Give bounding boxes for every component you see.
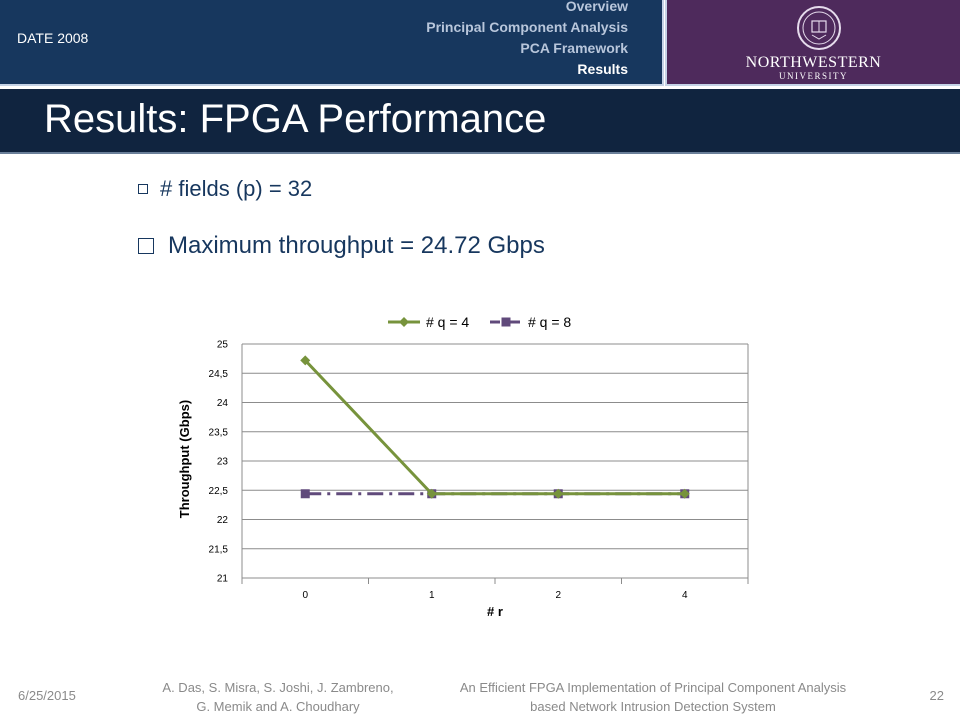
- x-tick-label: 1: [429, 590, 435, 601]
- page-number: 22: [929, 688, 944, 703]
- bullet-text: # fields (p) = 32: [160, 176, 313, 201]
- x-axis-title: # r: [487, 604, 503, 619]
- footer-paper-title: An Efficient FPGA Implementation of Prin…: [420, 678, 886, 716]
- university-name: NORTHWESTERN: [745, 54, 882, 71]
- y-tick-label: 25: [217, 340, 229, 351]
- data-point-q8: [300, 489, 310, 499]
- nav-item-pca[interactable]: Principal Component Analysis: [426, 19, 628, 35]
- y-tick-label: 23: [217, 457, 229, 468]
- bullet-max-throughput: Maximum throughput = 24.72 Gbps: [138, 232, 545, 260]
- university-logo-panel: NORTHWESTERN UNIVERSITY: [665, 0, 960, 86]
- title-bar: Results: FPGA Performance: [0, 86, 960, 154]
- data-point-q4: [300, 355, 311, 366]
- university-seal-icon: [797, 6, 841, 50]
- slide-title: Results: FPGA Performance: [44, 97, 547, 141]
- legend-label-q8: # q = 8: [528, 314, 571, 330]
- checkbox-bullet-icon: [138, 184, 148, 194]
- university-subtitle: UNIVERSITY: [779, 71, 848, 81]
- section-nav: Overview Principal Component Analysis PC…: [426, 0, 628, 80]
- legend-marker-q4: [399, 317, 409, 327]
- legend-marker-q8: [501, 317, 511, 327]
- data-point-q4: [553, 488, 564, 499]
- footer-authors-line1: A. Das, S. Misra, S. Joshi, J. Zambreno,: [162, 680, 394, 695]
- conference-label: DATE 2008: [17, 30, 89, 46]
- series-line-q4: [304, 359, 685, 496]
- nav-item-pca-framework[interactable]: PCA Framework: [520, 40, 628, 56]
- x-tick-label: 0: [302, 590, 308, 601]
- x-tick-label: 2: [555, 590, 561, 601]
- header-bar: DATE 2008 Overview Principal Component A…: [0, 0, 664, 86]
- footer-date: 6/25/2015: [18, 688, 76, 703]
- y-tick-label: 24,5: [209, 369, 229, 380]
- data-point-q4: [426, 488, 437, 499]
- y-tick-label: 21: [217, 574, 229, 585]
- x-tick-label: 4: [682, 590, 688, 601]
- y-axis-title: Throughput (Gbps): [177, 400, 192, 518]
- footer-title-line1: An Efficient FPGA Implementation of Prin…: [459, 680, 847, 695]
- bullet-text: Maximum throughput = 24.72 Gbps: [168, 232, 545, 259]
- bullet-fields: # fields (p) = 32: [138, 176, 312, 202]
- checkbox-bullet-icon: [138, 238, 154, 254]
- footer-authors: A. Das, S. Misra, S. Joshi, J. Zambreno,…: [140, 678, 416, 716]
- nav-item-results[interactable]: Results: [577, 61, 628, 77]
- data-point-q4: [679, 488, 690, 499]
- y-tick-label: 21,5: [209, 544, 229, 555]
- legend-label-q4: # q = 4: [426, 314, 469, 330]
- footer-title-line2: based Network Intrusion Detection System: [530, 699, 776, 714]
- y-tick-label: 23,5: [209, 427, 229, 438]
- footer-authors-line2: G. Memik and A. Choudhary: [196, 699, 360, 714]
- y-tick-label: 22,5: [209, 486, 229, 497]
- y-tick-label: 24: [217, 398, 229, 409]
- nav-item-overview[interactable]: Overview: [565, 0, 628, 14]
- y-tick-label: 22: [217, 515, 229, 526]
